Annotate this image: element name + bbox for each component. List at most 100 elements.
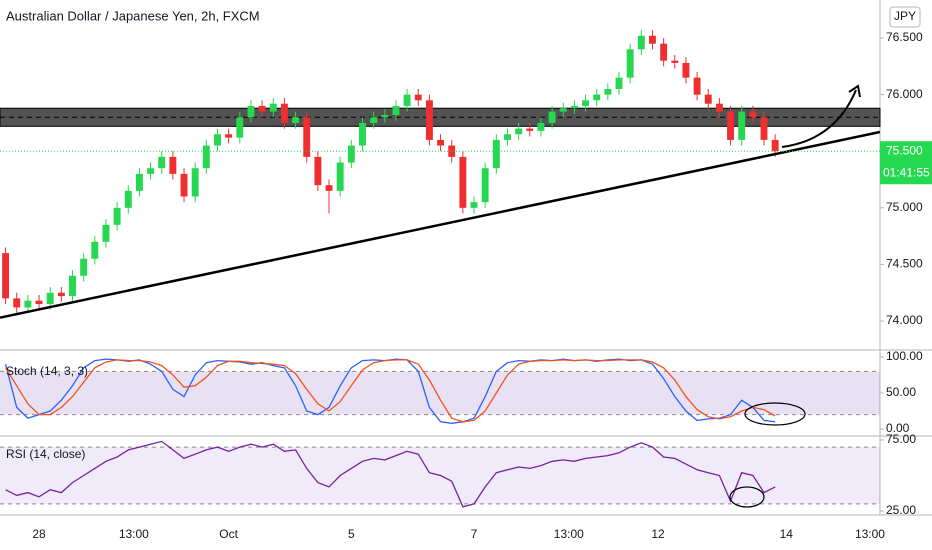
candle-body bbox=[258, 105, 266, 112]
y-tick-label: 50.00 bbox=[886, 385, 916, 399]
candle-body bbox=[370, 117, 378, 123]
candle-body bbox=[649, 35, 656, 44]
candle-body bbox=[57, 292, 65, 297]
trendline bbox=[0, 130, 881, 319]
candle-body bbox=[749, 111, 757, 118]
candle-body bbox=[437, 139, 445, 146]
candle-body bbox=[559, 108, 567, 112]
candle-body bbox=[169, 156, 177, 174]
candle-body bbox=[403, 94, 411, 106]
candle-body bbox=[693, 77, 701, 95]
candle-body bbox=[247, 105, 255, 118]
candle-body bbox=[459, 156, 467, 208]
candle-body bbox=[604, 88, 612, 95]
candle-body bbox=[91, 241, 99, 259]
y-tick-label: 76.500 bbox=[886, 30, 923, 44]
stoch-title: Stoch (14, 3, 3) bbox=[6, 364, 88, 378]
x-tick-label: 5 bbox=[348, 527, 355, 541]
candle-body bbox=[593, 94, 601, 101]
candle-body bbox=[537, 122, 545, 131]
candle-body bbox=[2, 253, 10, 299]
candle-body bbox=[336, 162, 344, 191]
candle-body bbox=[80, 258, 88, 276]
x-tick-label: 28 bbox=[32, 527, 46, 541]
candle-body bbox=[626, 49, 634, 78]
candle-body bbox=[515, 128, 523, 135]
candle-body bbox=[102, 224, 110, 242]
candle-body bbox=[637, 35, 645, 50]
candle-body bbox=[124, 190, 132, 208]
candle-body bbox=[359, 122, 366, 146]
plot-layer: 28 13:00 Oct 5 7 13:00 12 14 13:00 bbox=[0, 30, 885, 541]
rsi-title: RSI (14, close) bbox=[6, 447, 85, 461]
indicator-line bbox=[5, 359, 776, 423]
candle-body bbox=[202, 145, 210, 169]
candle-body bbox=[771, 139, 779, 152]
candle-body bbox=[69, 275, 76, 297]
candle-body bbox=[303, 117, 311, 157]
x-tick-label: 13:00 bbox=[855, 527, 885, 541]
chart-title: Australian Dollar / Japanese Yen, 2h, FX… bbox=[6, 8, 260, 23]
indicator-line bbox=[5, 440, 776, 508]
candle-body bbox=[582, 100, 590, 106]
candle-body bbox=[24, 300, 32, 308]
candle-body bbox=[180, 173, 188, 197]
indicator-band bbox=[0, 371, 880, 415]
candle-body bbox=[147, 168, 155, 174]
candle-body bbox=[671, 60, 679, 63]
candle-body bbox=[158, 156, 166, 169]
y-tick-label: 74.000 bbox=[886, 313, 923, 327]
candle-body bbox=[191, 168, 199, 197]
candle-body bbox=[325, 185, 333, 191]
last-price-label: 75.500 bbox=[886, 143, 923, 157]
candle-body bbox=[113, 207, 121, 225]
candle-body bbox=[492, 139, 500, 169]
arrow-head bbox=[848, 84, 861, 98]
candle-body bbox=[225, 134, 233, 138]
candle-body bbox=[715, 103, 723, 112]
y-tick-label: 75.00 bbox=[886, 432, 916, 446]
x-tick-label: 13:00 bbox=[119, 527, 149, 541]
candle-body bbox=[504, 134, 511, 140]
candle-body bbox=[414, 94, 422, 101]
candle-body bbox=[381, 115, 389, 118]
candle-body bbox=[548, 111, 556, 123]
candle-body bbox=[292, 117, 300, 123]
candle-body bbox=[392, 105, 400, 116]
y-tick-label: 25.00 bbox=[886, 503, 916, 517]
x-tick-label: 13:00 bbox=[554, 527, 584, 541]
candle-body bbox=[727, 111, 735, 140]
y-tick-label: 74.500 bbox=[886, 257, 923, 271]
candle-body bbox=[448, 145, 456, 157]
last-price-box bbox=[880, 141, 932, 185]
resistance-zone bbox=[0, 107, 881, 127]
candle-body bbox=[425, 100, 433, 140]
candle-body bbox=[13, 298, 21, 308]
candle-body bbox=[214, 134, 221, 146]
y-tick-label: 100.00 bbox=[886, 349, 923, 363]
x-tick-label: Oct bbox=[219, 527, 238, 541]
y-tick-label: 75.000 bbox=[886, 200, 923, 214]
candle-body bbox=[314, 156, 322, 186]
countdown-label: 01:41:55 bbox=[883, 165, 930, 179]
candle-body bbox=[236, 117, 244, 138]
candle-body bbox=[526, 128, 534, 131]
x-tick-label: 7 bbox=[471, 527, 478, 541]
candle-body bbox=[135, 173, 143, 191]
x-tick-label: 14 bbox=[780, 527, 794, 541]
highlight-ellipse bbox=[744, 402, 806, 426]
candle-body bbox=[35, 300, 43, 305]
candle-body bbox=[704, 94, 712, 104]
candle-body bbox=[470, 202, 478, 208]
candle-body bbox=[682, 62, 690, 78]
candle-body bbox=[615, 77, 623, 89]
currency-box[interactable] bbox=[889, 6, 921, 28]
candle-body bbox=[760, 117, 768, 140]
candle-body bbox=[570, 105, 578, 109]
x-tick-label: 12 bbox=[651, 527, 665, 541]
highlight-ellipse bbox=[729, 486, 765, 508]
y-tick-label: 76.000 bbox=[886, 87, 923, 101]
currency-label[interactable]: JPY bbox=[894, 9, 916, 23]
